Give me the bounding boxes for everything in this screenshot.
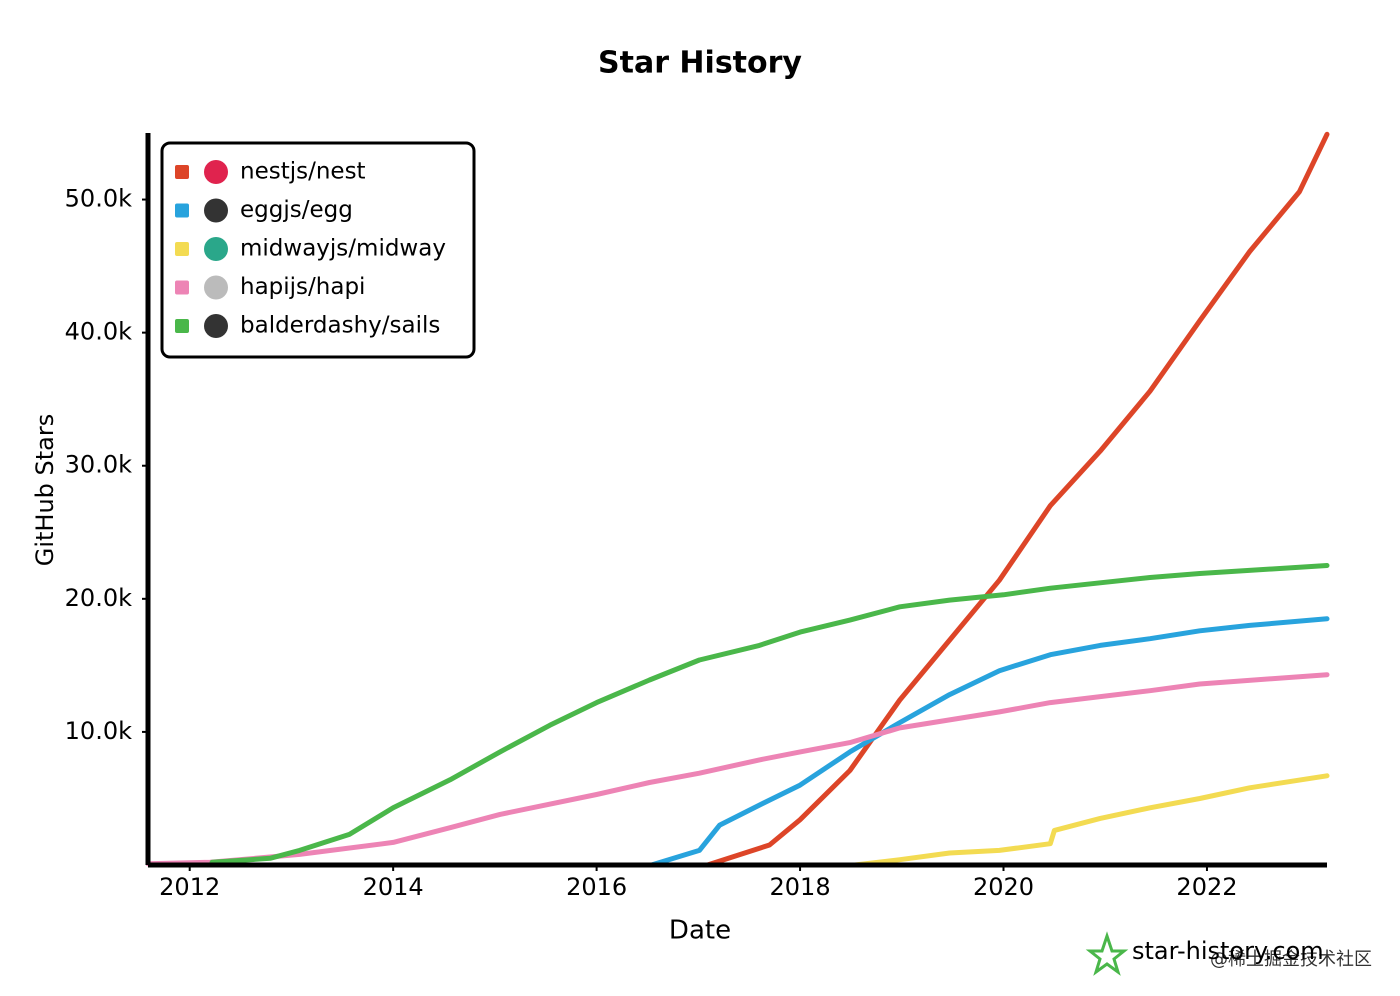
y-axis-label: GitHub Stars <box>31 414 59 567</box>
legend-swatch <box>175 242 189 256</box>
y-tick-label: 20.0k <box>65 584 132 612</box>
series-line <box>209 563 1330 865</box>
legend: nestjs/nest eggjs/egg midwayjs/midway hapij… <box>160 141 476 359</box>
legend-label: eggjs/egg <box>240 197 353 223</box>
series-line <box>852 773 1330 868</box>
legend-swatch <box>175 319 189 333</box>
x-tick-label: 2014 <box>363 873 424 901</box>
credit-text: @稀土掘金技术社区 <box>1210 949 1372 970</box>
legend-icon <box>204 275 228 300</box>
y-tick-label: 30.0k <box>65 451 132 479</box>
x-axis-label: Date <box>669 916 731 946</box>
legend-label: nestjs/nest <box>240 159 366 185</box>
y-tick-label: 50.0k <box>65 185 132 213</box>
y-tick-label: 10.0k <box>65 717 132 745</box>
legend-swatch <box>175 165 189 179</box>
legend-icon <box>204 198 228 223</box>
watermark-text: star-history.com <box>1132 937 1324 965</box>
chart-title: Star History <box>598 46 802 81</box>
series-line <box>649 616 1330 868</box>
x-tick-label: 2018 <box>770 873 831 901</box>
x-tick-label: 2022 <box>1176 873 1237 901</box>
x-tick-label: 2016 <box>566 873 627 901</box>
series-line <box>705 131 1330 868</box>
legend-box <box>160 141 476 359</box>
watermark: star-history.com @稀土掘金技术社区 <box>1085 931 1372 976</box>
legend-swatch <box>175 280 189 295</box>
logo <box>1085 931 1129 976</box>
legend-swatch <box>175 203 189 218</box>
legend-icon <box>204 314 228 338</box>
legend-label: hapijs/hapi <box>240 274 365 300</box>
legend-label: balderdashy/sails <box>240 313 440 339</box>
y-tick-label: 40.0k <box>65 318 132 346</box>
legend-icon <box>204 160 228 184</box>
x-tick-label: 2020 <box>973 873 1034 901</box>
x-tick-label: 2012 <box>159 873 220 901</box>
series-line <box>145 672 1330 867</box>
legend-label: midwayjs/midway <box>240 236 446 262</box>
legend-icon <box>204 237 228 261</box>
